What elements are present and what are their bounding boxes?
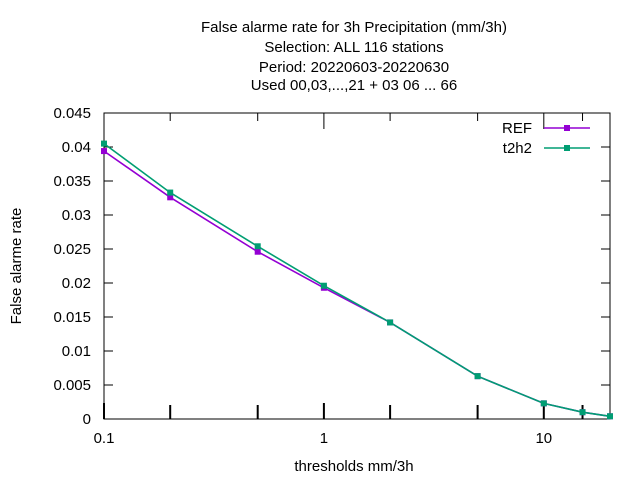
data-point-ref — [101, 148, 107, 155]
legend-label-ref: REF — [502, 120, 532, 137]
legend-marker-ref — [564, 125, 570, 131]
title-line-1: False alarme rate for 3h Precipitation (… — [201, 19, 507, 36]
data-point-t2h2 — [167, 189, 174, 196]
y-tick-label: 0.04 — [62, 139, 91, 156]
x-tick-label: 1 — [320, 430, 328, 447]
data-point-t2h2 — [101, 140, 107, 147]
data-point-t2h2 — [540, 400, 547, 407]
data-point-t2h2 — [320, 282, 327, 289]
x-tick-label: 10 — [535, 430, 552, 447]
x-axis: 0.1 1 10 — [94, 113, 584, 447]
data-point-t2h2 — [387, 319, 394, 326]
y-tick-label: 0.01 — [62, 343, 91, 360]
y-tick-label: 0.035 — [53, 173, 91, 190]
data-point-ref — [167, 194, 174, 201]
x-tick-label: 0.1 — [94, 430, 115, 447]
chart-title: False alarme rate for 3h Precipitation (… — [201, 19, 507, 94]
y-tick-label: 0.025 — [53, 241, 91, 258]
data-point-t2h2 — [579, 409, 586, 416]
y-tick-label: 0.02 — [62, 275, 91, 292]
series-line-ref — [103, 150, 611, 418]
y-axis-label: False alarme rate — [8, 208, 25, 325]
title-line-2: Selection: ALL 116 stations — [264, 39, 443, 56]
y-tick-label: 0 — [83, 411, 91, 428]
legend: REF t2h2 — [502, 120, 590, 157]
y-tick-label: 0.045 — [53, 105, 91, 122]
y-axis: 0 0.005 0.01 0.015 0.02 0.025 0.03 0.035 0.04 0.0… — [53, 105, 610, 428]
legend-marker-t2h2 — [564, 145, 570, 151]
series-line-t2h2 — [103, 142, 611, 418]
y-tick-label: 0.03 — [62, 207, 91, 224]
title-line-3: Period: 20220603-20220630 — [259, 59, 449, 76]
x-axis-label: thresholds mm/3h — [294, 458, 413, 475]
data-point-ref — [254, 248, 261, 255]
series-group — [101, 140, 613, 420]
title-line-4: Used 00,03,...,21 + 03 06 ... 66 — [251, 77, 457, 94]
data-point-t2h2 — [474, 373, 481, 380]
data-point-t2h2 — [254, 243, 261, 250]
y-tick-label: 0.015 — [53, 309, 91, 326]
plot-frame — [103, 112, 611, 420]
legend-label-t2h2: t2h2 — [503, 140, 532, 157]
y-tick-label: 0.005 — [53, 377, 91, 394]
data-point-t2h2 — [607, 413, 613, 420]
